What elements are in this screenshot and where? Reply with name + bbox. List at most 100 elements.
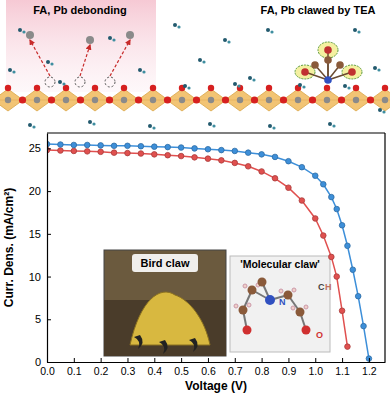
- o-atom: [280, 96, 287, 103]
- data-point: [71, 142, 77, 148]
- atom: [324, 76, 332, 84]
- vacancy: [75, 77, 85, 87]
- atom: [12, 70, 15, 73]
- annotation: FA, Pb debonding: [33, 4, 127, 16]
- o-atom: [382, 85, 388, 91]
- data-point: [152, 144, 158, 150]
- pb-atom: [266, 97, 272, 103]
- x-tick-mark: [315, 358, 316, 362]
- h-atom: [292, 288, 296, 292]
- y-tick: 0: [35, 356, 51, 368]
- atom: [378, 108, 382, 112]
- atom: [324, 46, 332, 54]
- leaving-atom: [126, 31, 134, 39]
- pb-atom: [5, 97, 11, 103]
- h-atom: [279, 289, 283, 293]
- data-point: [98, 143, 104, 149]
- talon: [159, 340, 168, 354]
- atom: [266, 28, 270, 32]
- data-point: [192, 155, 198, 161]
- atom: [18, 28, 22, 32]
- figure: FA, Pb debondingFA, Pb clawed by TEABird…: [0, 0, 390, 394]
- y-tick-mark: [47, 362, 51, 363]
- octahedron: [80, 89, 110, 111]
- data-point: [71, 148, 77, 154]
- leaving-atom: [26, 31, 34, 39]
- x-tick-label: 0.0: [40, 365, 55, 377]
- x-tick: 0.2: [94, 358, 109, 377]
- data-point: [84, 142, 90, 148]
- annotation: H: [325, 282, 332, 292]
- y-tick-mark: [47, 191, 51, 192]
- x-tick-label: 0.9: [282, 365, 297, 377]
- lattice: [0, 85, 390, 111]
- small-molecule: [233, 82, 241, 88]
- data-point: [125, 150, 131, 156]
- atom: [138, 68, 142, 72]
- o-atom: [63, 85, 69, 91]
- pb-atom: [92, 97, 98, 103]
- data-point: [286, 185, 292, 191]
- data-point: [98, 149, 104, 155]
- small-molecule: [266, 28, 274, 34]
- x-tick-label: 1.1: [335, 365, 350, 377]
- o-atom: [222, 96, 229, 103]
- atom: [142, 70, 145, 73]
- x-tick-mark: [154, 358, 155, 362]
- small-molecule: [298, 83, 306, 89]
- data-point: [334, 206, 340, 212]
- x-tick-mark: [342, 358, 343, 362]
- data-point: [205, 156, 211, 162]
- pb-atom: [121, 97, 127, 103]
- inset: Bird claw'Molecular claw'NCHO: [104, 250, 332, 356]
- y-tick-label: 10: [29, 271, 41, 283]
- y-tick-label: 25: [29, 142, 41, 154]
- data-point: [345, 243, 351, 249]
- atom: [382, 110, 385, 113]
- o-atom: [34, 85, 40, 91]
- small-molecule: [223, 38, 231, 44]
- talon: [134, 335, 143, 349]
- x-tick-label: 0.5: [174, 365, 189, 377]
- atom: [252, 78, 255, 81]
- data-point: [192, 146, 198, 152]
- molecule-panel: [230, 256, 330, 352]
- x-tick-mark: [369, 358, 370, 362]
- molecule: [234, 278, 311, 335]
- x-tick-mark: [208, 358, 209, 362]
- x-tick-mark: [288, 358, 289, 362]
- atom: [357, 30, 360, 33]
- data-point: [138, 143, 144, 149]
- y-tick: 25: [29, 142, 51, 154]
- data-point: [334, 274, 340, 280]
- data-point: [178, 153, 184, 159]
- small-molecule: [268, 124, 276, 130]
- x-tick: 0.6: [201, 358, 216, 377]
- vacancy: [45, 77, 55, 87]
- o-atom: [121, 85, 127, 91]
- atom: [8, 68, 12, 72]
- atom: [353, 28, 357, 32]
- atom: [324, 56, 332, 64]
- atom: [58, 80, 62, 84]
- data-point: [366, 356, 372, 362]
- x-tick-mark: [127, 358, 128, 362]
- x-tick-label: 1.2: [362, 365, 377, 377]
- small-molecule: [28, 123, 36, 129]
- atom: [22, 30, 25, 33]
- data-point: [232, 148, 238, 154]
- o-atom: [106, 96, 113, 103]
- data-point: [350, 267, 356, 273]
- atom: [50, 62, 53, 65]
- annotation: Bird claw: [141, 257, 190, 269]
- atom: [92, 122, 95, 125]
- o-atom: [237, 85, 243, 91]
- debond-arrow: [30, 40, 50, 76]
- o-atom: [164, 96, 171, 103]
- x-axis: 0.00.10.20.30.40.50.60.70.80.91.01.11.2: [40, 358, 385, 377]
- x-tick: 1.0: [308, 358, 323, 377]
- o-atom: [266, 85, 272, 91]
- small-molecule: [353, 28, 361, 34]
- atom: [302, 326, 311, 335]
- y-tick-mark: [47, 148, 51, 149]
